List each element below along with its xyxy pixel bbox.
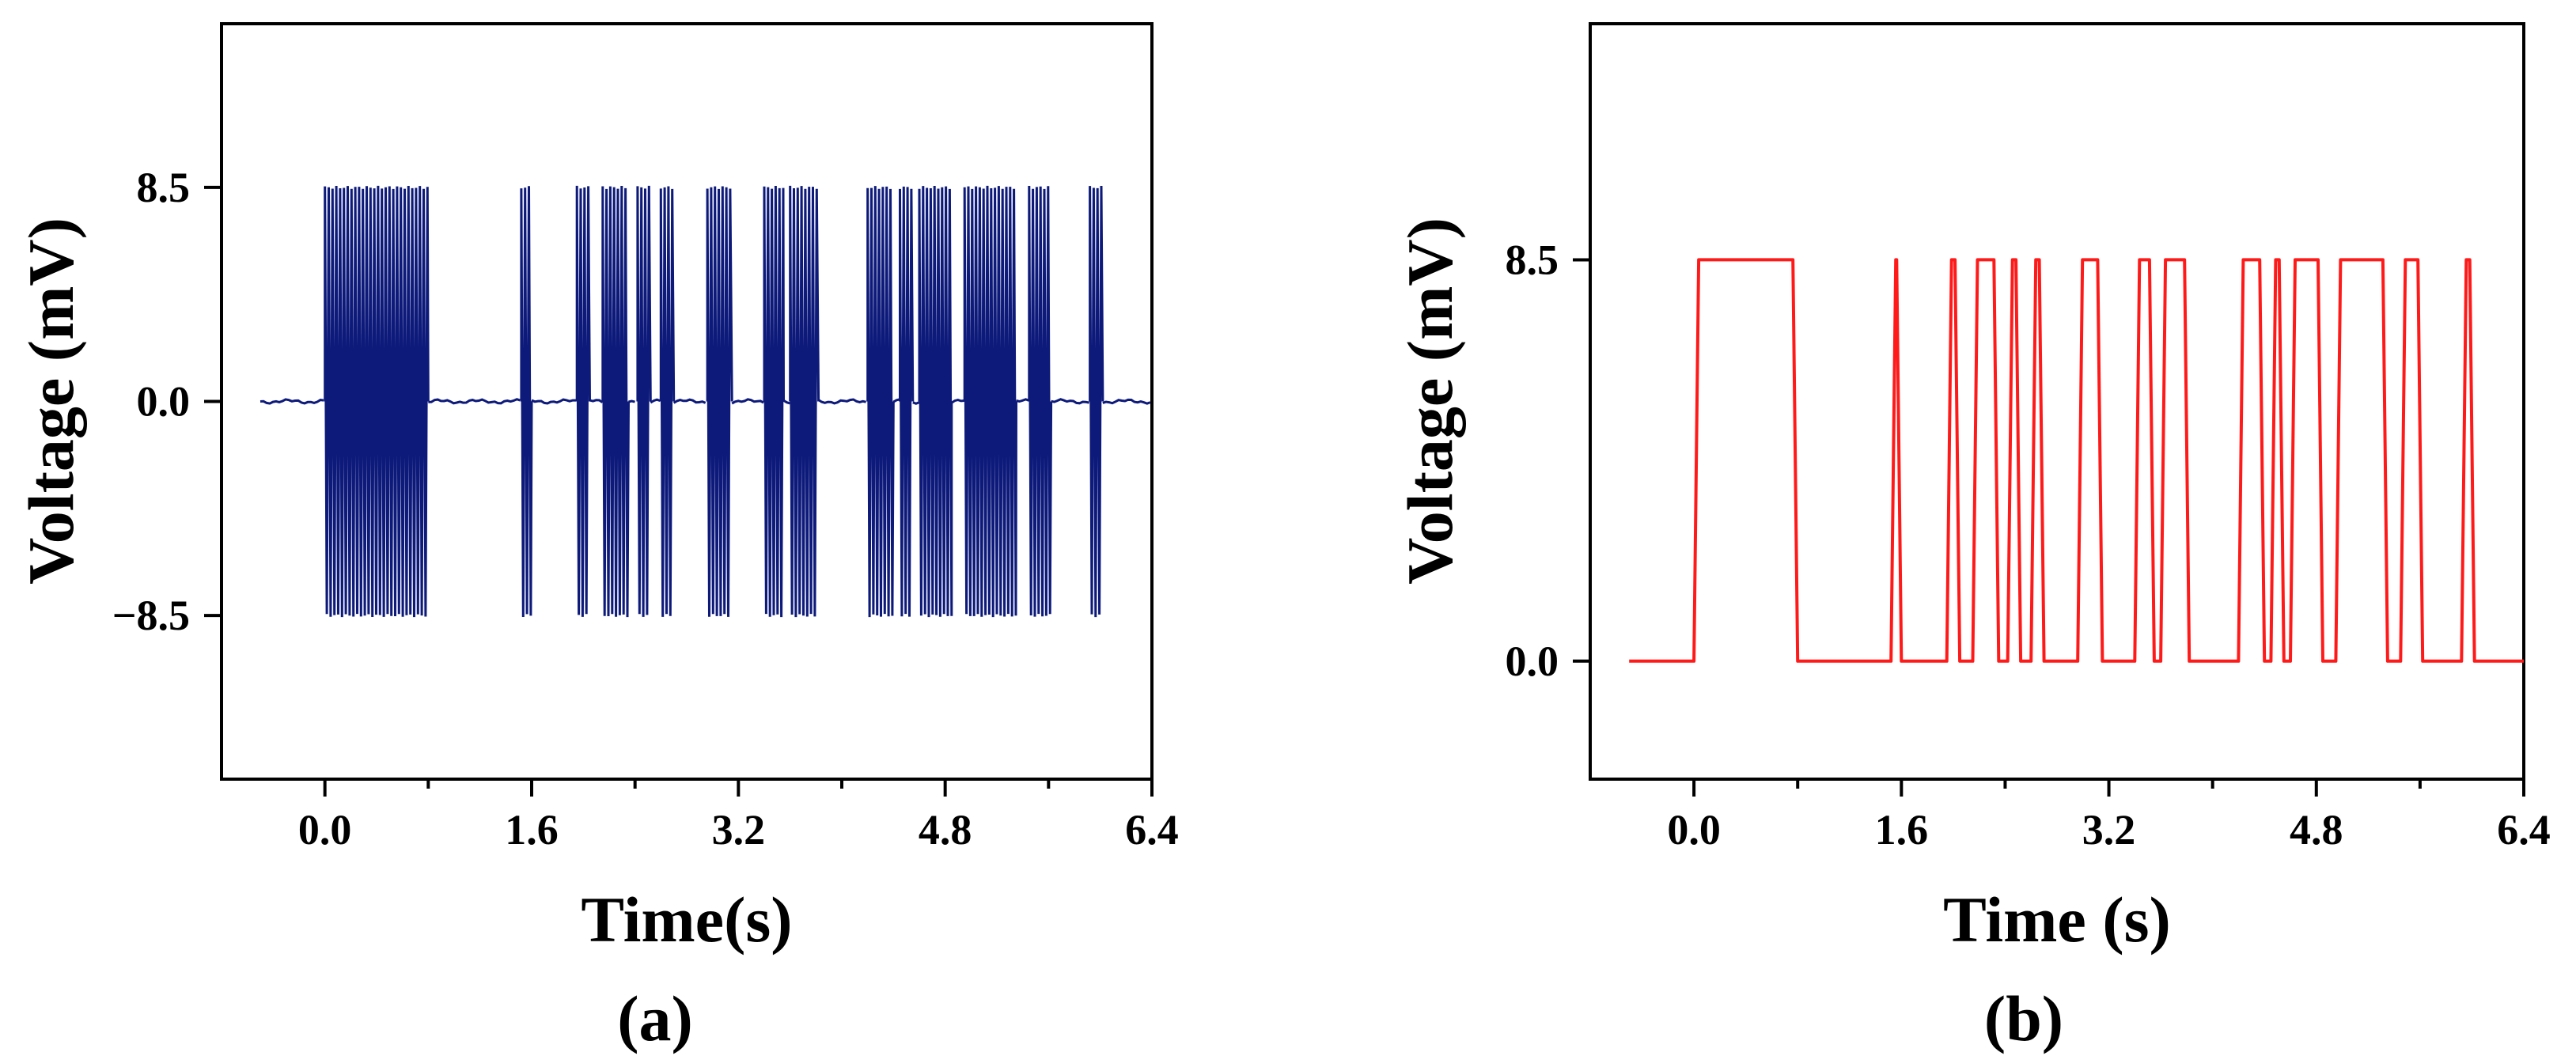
panel-b: 0.0 1.6 3.2 4.8 6.4 0.0 8.5 Time (s) Voltage (… <box>1394 22 2551 1054</box>
panel-a-burst <box>763 185 785 618</box>
panel-a-series <box>259 185 1151 618</box>
panel-a-burst <box>963 185 1017 618</box>
panel-a-burst <box>789 185 820 618</box>
panel-a-xtick-label: 1.6 <box>505 806 559 854</box>
panel-b-ytick-label: 0.0 <box>1506 638 1559 685</box>
panel-a-xtick-label: 0.0 <box>298 806 352 854</box>
panel-b-xlabel: Time (s) <box>1943 884 2171 956</box>
panel-a-burst <box>706 186 733 617</box>
panel-a-burst <box>899 186 915 617</box>
panel-a-xtick-label: 3.2 <box>712 806 766 854</box>
panel-b-ticks: 0.0 1.6 3.2 4.8 6.4 0.0 8.5 <box>1506 236 2551 854</box>
panel-a-burst <box>575 185 591 617</box>
panel-a-xtick-label: 4.8 <box>919 806 972 854</box>
panel-a-burst <box>636 185 652 617</box>
panel-b-pulse-line <box>1629 258 2524 663</box>
panel-a-burst <box>1089 185 1104 618</box>
panel-a-ytick-label: 0.0 <box>137 378 191 426</box>
panel-a: 0.0 1.6 3.2 4.8 6.4 −8.5 0.0 8.5 Time(s) Voltag… <box>15 22 1179 1054</box>
panel-a-label: (a) <box>617 982 693 1054</box>
panel-b-frame <box>1589 22 2525 781</box>
panel-a-burst <box>918 185 953 618</box>
panel-b-xtick-label: 6.4 <box>2497 806 2551 854</box>
panel-b-label: (b) <box>1984 982 2063 1054</box>
panel-a-ticks: 0.0 1.6 3.2 4.8 6.4 −8.5 0.0 8.5 <box>112 164 1179 854</box>
panel-b-xtick-label: 0.0 <box>1667 806 1721 854</box>
panel-b-xtick-label: 4.8 <box>2290 806 2343 854</box>
panel-a-burst <box>866 186 895 618</box>
panel-a-ytick-label: 8.5 <box>137 164 191 211</box>
panel-a-ylabel: Voltage (mV) <box>15 218 87 585</box>
panel-b-ylabel: Voltage (mV) <box>1394 218 1466 585</box>
panel-b-xtick-label: 1.6 <box>1875 806 1929 854</box>
panel-a-baseline-line <box>259 398 1151 405</box>
panel-a-burst <box>601 185 630 618</box>
panel-a-burst <box>659 186 676 617</box>
panel-a-burst <box>324 185 430 618</box>
panel-a-burst <box>1028 185 1053 617</box>
panel-a-ytick-label: −8.5 <box>112 592 190 639</box>
panel-a-xtick-label: 6.4 <box>1125 806 1179 854</box>
panel-b-xtick-label: 3.2 <box>2082 806 2136 854</box>
panel-a-xlabel: Time(s) <box>581 884 792 956</box>
panel-b-ytick-label: 8.5 <box>1506 236 1559 283</box>
panel-a-burst <box>520 186 533 618</box>
panel-b-series <box>1629 258 2524 663</box>
